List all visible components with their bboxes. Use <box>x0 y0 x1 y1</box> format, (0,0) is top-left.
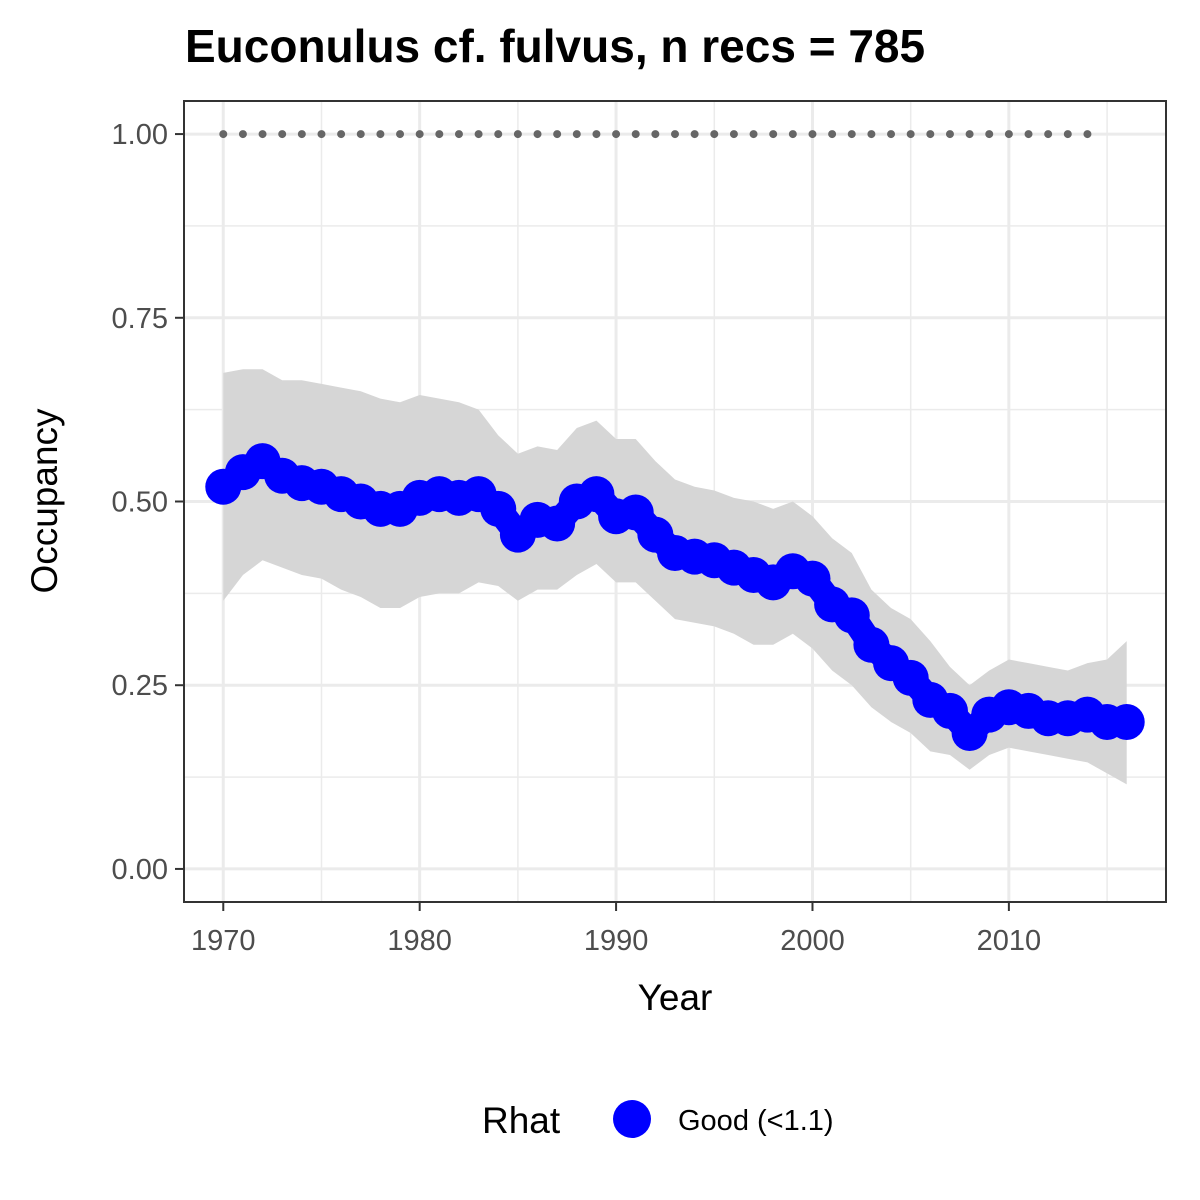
data-point <box>1108 703 1145 740</box>
chart-title: Euconulus cf. fulvus, n recs = 785 <box>185 20 925 72</box>
y-axis-title: Occupancy <box>24 408 65 594</box>
data-point <box>833 597 870 634</box>
y-tick-label: 0.50 <box>112 487 168 519</box>
x-tick-label: 1980 <box>387 925 452 957</box>
x-axis-title: Year <box>638 977 713 1018</box>
data-point <box>480 490 517 527</box>
legend-label-good: Good (<1.1) <box>678 1105 834 1137</box>
x-axis: 1970 1980 1990 2000 2010 <box>191 902 1041 957</box>
y-tick-label: 1.00 <box>112 119 168 151</box>
y-tick-label: 0.25 <box>112 670 168 702</box>
x-tick-label: 2000 <box>780 925 845 957</box>
x-tick-label: 1990 <box>584 925 649 957</box>
legend-title: Rhat <box>482 1100 561 1141</box>
y-tick-label: 0.00 <box>112 854 168 886</box>
legend-key-good <box>613 1100 651 1138</box>
legend: Rhat Good (<1.1) <box>482 1100 834 1141</box>
x-tick-label: 1970 <box>191 925 256 957</box>
y-tick-label: 0.75 <box>112 303 168 335</box>
y-axis: 0.00 0.25 0.50 0.75 1.00 <box>112 119 184 886</box>
x-tick-label: 2010 <box>977 925 1042 957</box>
data-point <box>794 560 831 597</box>
series-points-layer <box>205 443 1145 751</box>
